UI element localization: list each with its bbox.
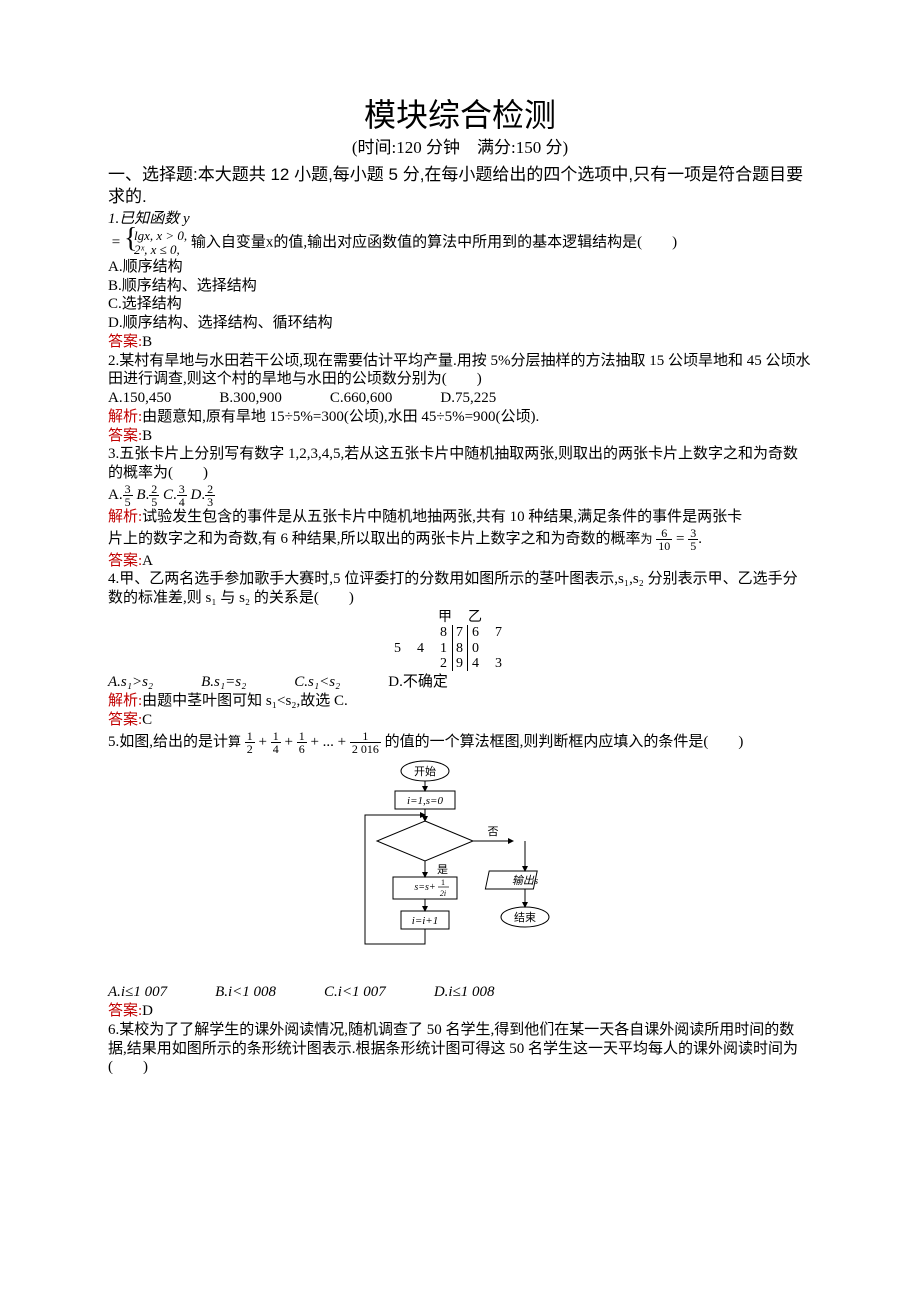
svg-text:i=1,s=0: i=1,s=0 xyxy=(407,795,443,807)
q3-explain-line2: 片上的数字之和为奇数,有 6 种结果,所以取出的两张卡片上数字之和为奇数的概率为… xyxy=(108,527,812,552)
piecewise-function: lgx, x > 0, 2ˣ, x ≤ 0, xyxy=(124,229,187,258)
question-3: 3.五张卡片上分别写有数字 1,2,3,4,5,若从这五张卡片中随机抽取两张,则… xyxy=(108,445,812,570)
q5-stem: 5.如图,给出的是计算 12 + 14 + 16 + ... + 12 016 … xyxy=(108,730,812,755)
q2-options: A.150,450B.300,900C.660,600D.75,225 xyxy=(108,389,812,408)
q3-answer: 答案:A xyxy=(108,552,812,571)
document-page: 模块综合检测 (时间:120 分钟 满分:150 分) 一、选择题:本大题共 1… xyxy=(0,0,920,1137)
question-1: 1.已知函数 y = lgx, x > 0, 2ˣ, x ≤ 0, 输入自变量x… xyxy=(108,210,812,351)
exam-subtitle: (时间:120 分钟 满分:150 分) xyxy=(108,137,812,158)
q3-explain-line1: 解析:试验发生包含的事件是从五张卡片中随机地抽两张,共有 10 种结果,满足条件… xyxy=(108,508,812,527)
q1-option-a: A.顺序结构 xyxy=(108,258,812,277)
section-1-heading: 一、选择题:本大题共 12 小题,每小题 5 分,在每小题给出的四个选项中,只有… xyxy=(108,164,812,208)
question-6: 6.某校为了了解学生的课外阅读情况,随机调查了 50 名学生,得到他们在某一天各… xyxy=(108,1021,812,1077)
q6-stem: 6.某校为了了解学生的课外阅读情况,随机调查了 50 名学生,得到他们在某一天各… xyxy=(108,1021,812,1077)
q3-stem: 3.五张卡片上分别写有数字 1,2,3,4,5,若从这五张卡片中随机抽取两张,则… xyxy=(108,445,812,483)
question-2: 2.某村有旱地与水田若干公顷,现在需要估计平均产量.用按 5%分层抽样的方法抽取… xyxy=(108,352,812,446)
exam-title: 模块综合检测 xyxy=(108,95,812,135)
svg-text:2i: 2i xyxy=(440,889,446,898)
q1-stem-line2: = lgx, x > 0, 2ˣ, x ≤ 0, 输入自变量x的值,输出对应函数… xyxy=(108,229,812,258)
q4-options: A.s₁>s₂B.s₁=s₂C.s₁<s₂D.不确定 xyxy=(108,673,812,692)
flowchart-diagram: 开始 i=1,s=0 否 是 输出s s=s+ 1 2i xyxy=(108,759,812,980)
q1-stem-line1: 1.已知函数 y xyxy=(108,210,812,229)
q1-option-c: C.选择结构 xyxy=(108,295,812,314)
svg-text:1: 1 xyxy=(441,878,445,887)
svg-text:i=i+1: i=i+1 xyxy=(412,915,438,927)
q1-option-b: B.顺序结构、选择结构 xyxy=(108,277,812,296)
q1-option-d: D.顺序结构、选择结构、循环结构 xyxy=(108,314,812,333)
q5-options: A.i≤1 007B.i<1 008C.i<1 007D.i≤1 008 xyxy=(108,983,812,1002)
q4-explain: 解析:由题中茎叶图可知 s₁<s₂,故选 C. xyxy=(108,692,812,711)
svg-text:是: 是 xyxy=(437,863,448,876)
q3-options: A.35 B.25 C.34 D.23 xyxy=(108,483,812,508)
svg-text:否: 否 xyxy=(488,826,499,838)
q2-answer: 答案:B xyxy=(108,427,812,446)
svg-text:结束: 结束 xyxy=(514,911,536,924)
question-5: 5.如图,给出的是计算 12 + 14 + 16 + ... + 12 016 … xyxy=(108,730,812,1021)
q2-stem: 2.某村有旱地与水田若干公顷,现在需要估计平均产量.用按 5%分层抽样的方法抽取… xyxy=(108,352,812,390)
svg-text:输出s: 输出s xyxy=(512,874,538,887)
q4-answer: 答案:C xyxy=(108,711,812,730)
q1-answer: 答案:B xyxy=(108,333,812,352)
q2-explain: 解析:由题意知,原有旱地 15÷5%=300(公顷),水田 45÷5%=900(… xyxy=(108,408,812,427)
stem-leaf-plot: 甲乙 876 7 5 4 180 294 3 xyxy=(108,610,812,672)
svg-text:s=s+: s=s+ xyxy=(414,882,435,893)
question-4: 4.甲、乙两名选手参加歌手大赛时,5 位评委打的分数用如图所示的茎叶图表示,s₁… xyxy=(108,570,812,729)
svg-text:开始: 开始 xyxy=(414,764,436,778)
q4-stem: 4.甲、乙两名选手参加歌手大赛时,5 位评委打的分数用如图所示的茎叶图表示,s₁… xyxy=(108,570,812,608)
q5-answer: 答案:D xyxy=(108,1002,812,1021)
